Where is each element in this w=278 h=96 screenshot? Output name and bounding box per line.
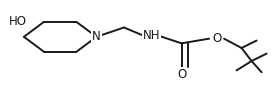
Text: HO: HO	[9, 15, 27, 28]
Text: O: O	[177, 68, 186, 81]
Text: NH: NH	[143, 29, 160, 42]
Text: O: O	[212, 32, 221, 45]
Text: N: N	[92, 30, 101, 43]
